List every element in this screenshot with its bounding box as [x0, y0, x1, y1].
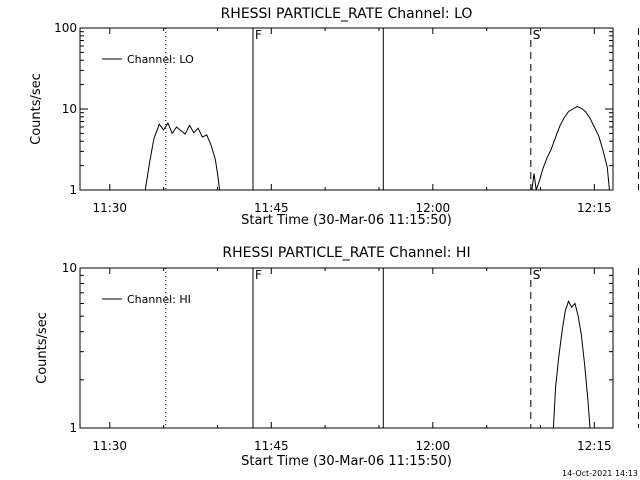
lo-channel-chart: RHESSI PARTICLE_RATE Channel: LO 11:30 11:… [29, 6, 639, 228]
legend-label: Channel: LO [127, 53, 194, 66]
x-axis-label: Start Time (30-Mar-06 11:15:50) [241, 213, 452, 228]
marker-label: S [533, 28, 541, 42]
legend-label: Channel: HI [127, 293, 191, 306]
series-line [552, 299, 591, 429]
marker-label: F [255, 268, 262, 282]
footer-timestamp: 14-Oct-2021 14:13 [562, 469, 638, 478]
x-tick-label: 12:00 [416, 439, 451, 453]
x-tick-label: 11:45 [254, 439, 289, 453]
hi-channel-chart: RHESSI PARTICLE_RATE Channel: HI 11:30 11:… [35, 245, 639, 469]
x-tick-label: 11:30 [92, 201, 127, 215]
x-tick-label: 11:45 [254, 201, 289, 215]
y-tick-label: 10 [62, 261, 77, 275]
marker-label: F [255, 28, 262, 42]
y-tick-label: 1 [69, 183, 77, 197]
chart-title: RHESSI PARTICLE_RATE Channel: LO [221, 6, 473, 22]
x-tick-label: 12:15 [577, 439, 612, 453]
plot-frame [79, 267, 614, 429]
chart-title: RHESSI PARTICLE_RATE Channel: HI [222, 245, 470, 261]
y-tick-label: 100 [54, 21, 77, 35]
x-tick-label: 11:30 [92, 439, 127, 453]
series-line [144, 122, 221, 191]
y-tick-label: 10 [62, 102, 77, 116]
marker-label: S [533, 268, 541, 282]
x-tick-label: 12:15 [577, 201, 612, 215]
y-axis-label: Counts/sec [29, 73, 44, 145]
x-axis-label: Start Time (30-Mar-06 11:15:50) [241, 454, 452, 469]
y-axis-label: Counts/sec [35, 312, 50, 384]
y-tick-label: 1 [69, 421, 77, 435]
series-line [531, 106, 610, 191]
x-tick-label: 12:00 [416, 201, 451, 215]
